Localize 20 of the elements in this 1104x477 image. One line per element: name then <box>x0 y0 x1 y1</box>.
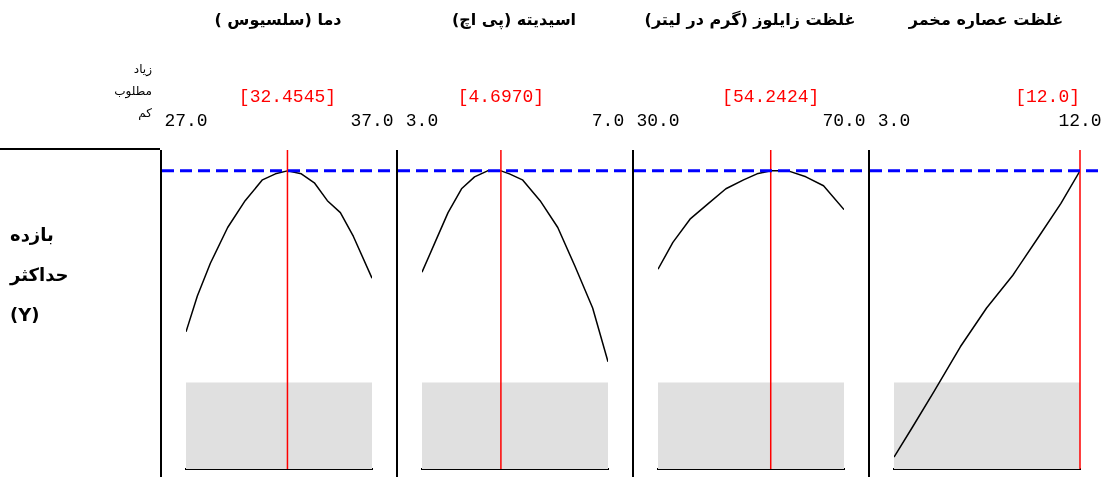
ref-line-label: [32.4545] <box>238 87 337 107</box>
x-tick-label: 7.0 <box>591 111 625 131</box>
text: مطلوب <box>114 83 152 101</box>
chart-title: غلظت زایلوز (گرم در لیتر) <box>643 10 857 29</box>
ref-line-label: [54.2424] <box>722 87 820 107</box>
y-axis-title: بازده حداکثر (Y) <box>10 223 70 327</box>
x-tick-label: 3.0 <box>405 111 439 131</box>
x-tick-label: 70.0 <box>822 111 866 131</box>
ref-line-label: [12.0] <box>1015 87 1080 107</box>
x-tick-label: 27.0 <box>164 111 208 131</box>
chart-title: دما (سلسیوس ) <box>213 10 343 29</box>
chart-title: اسیدیته (پی اچ) <box>450 10 578 29</box>
x-tick-label: 12.0 <box>1058 111 1102 131</box>
ref-line-label: [4.6970] <box>457 87 545 107</box>
x-tick-label: 3.0 <box>877 111 911 131</box>
chart-title: غلظت عصاره مخمر <box>907 10 1065 29</box>
x-tick-label: 30.0 <box>636 111 680 131</box>
x-tick-label: 37.0 <box>350 111 394 131</box>
text: کم <box>137 105 152 122</box>
text: زیاد <box>132 61 152 78</box>
